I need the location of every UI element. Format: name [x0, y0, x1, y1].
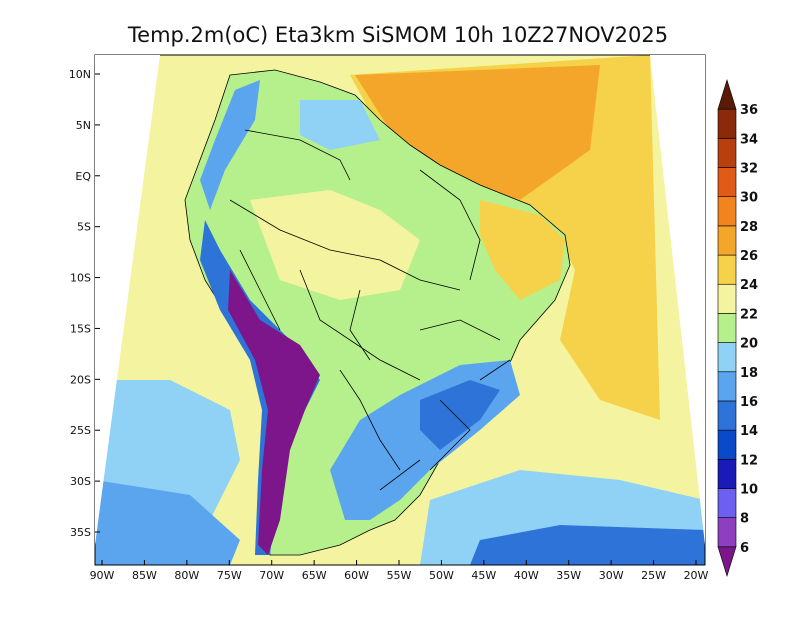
colorbar-arrow-low [717, 546, 737, 578]
y-tick-label: 5S [77, 221, 91, 234]
colorbar-label: 28 [740, 220, 758, 235]
colorbar-label: 6 [740, 541, 749, 556]
field-cold-south-atl [470, 525, 705, 565]
colorbar-swatch [717, 283, 737, 314]
y-tick-label: 25S [70, 424, 91, 437]
y-tick-label: 10S [70, 272, 91, 285]
colorbar-label: 14 [740, 424, 758, 439]
colorbar-label: 20 [740, 337, 758, 352]
colorbar-swatch [717, 488, 737, 518]
x-tick-label: 55W [387, 569, 412, 582]
x-tick-label: 25W [641, 569, 666, 582]
x-tick-label: 85W [132, 569, 157, 582]
colorbar-label: 24 [740, 278, 758, 293]
colorbar-swatch [717, 400, 737, 431]
x-tick-label: 40W [514, 569, 539, 582]
x-axis-ticks: 90W 85W 80W 75W 70W 65W 60W 55W 50W 45W 40W 35W 30W 2… [90, 560, 709, 582]
y-tick-label: 10N [69, 68, 91, 81]
colorbar-swatch [717, 517, 737, 548]
x-tick-label: 70W [259, 569, 284, 582]
y-axis-ticks: 10N 5N EQ 5S 10S 15S 20S 25S 30S 35S [69, 68, 100, 539]
colorbar: 6 8 10 12 14 16 18 20 22 24 26 28 30 32 34 36 [717, 78, 758, 578]
y-tick-label: 5N [76, 119, 91, 132]
colorbar-swatch [717, 313, 737, 343]
field-hot-atlantic [355, 65, 600, 200]
colorbar-swatch [717, 429, 737, 460]
colorbar-arrow-high [717, 78, 737, 110]
field-guiana [300, 100, 380, 150]
y-tick-label: 15S [70, 322, 91, 335]
y-tick-label: 35S [70, 526, 91, 539]
y-tick-label: EQ [75, 170, 91, 183]
colorbar-swatch [717, 138, 737, 168]
colorbar-label: 16 [740, 395, 758, 410]
field-altiplano [228, 270, 320, 555]
colorbar-swatch [717, 342, 737, 373]
field-andes-north [200, 80, 260, 210]
colorbar-swatch [717, 167, 737, 198]
x-tick-label: 50W [429, 569, 454, 582]
x-tick-label: 30W [599, 569, 624, 582]
colorbar-swatch [717, 196, 737, 227]
colorbar-label: 30 [740, 191, 758, 206]
colorbar-label: 10 [740, 482, 758, 497]
x-tick-label: 65W [302, 569, 327, 582]
colorbar-swatch [717, 254, 737, 285]
field-ne-brazil [480, 200, 565, 300]
y-tick-label: 30S [70, 475, 91, 488]
field-cold-south [95, 480, 240, 565]
field-central-warm [250, 190, 420, 300]
x-tick-label: 80W [174, 569, 199, 582]
x-tick-label: 90W [90, 569, 115, 582]
x-tick-label: 75W [217, 569, 242, 582]
x-tick-label: 60W [344, 569, 369, 582]
colorbar-swatch [717, 458, 737, 489]
y-tick-label: 20S [70, 373, 91, 386]
colorbar-label: 12 [740, 453, 758, 468]
colorbar-label: 36 [740, 103, 758, 118]
chart-title: Temp.2m(oC) Eta3km SiSMOM 10h 10Z27NOV20… [127, 23, 668, 47]
map-plot-area [95, 55, 705, 565]
projection-mask-right [650, 55, 705, 545]
country-borders [229, 129, 511, 491]
colorbar-label: 34 [740, 132, 758, 147]
colorbar-label: 26 [740, 249, 758, 264]
colorbar-swatch [717, 371, 737, 402]
colorbar-swatch [717, 225, 737, 256]
x-tick-label: 20W [684, 569, 709, 582]
colorbar-label: 8 [740, 512, 749, 527]
x-tick-label: 35W [556, 569, 581, 582]
colorbar-label: 32 [740, 162, 758, 177]
colorbar-label: 22 [740, 307, 758, 322]
field-se-brazil-cold [420, 380, 500, 450]
colorbar-label: 18 [740, 366, 758, 381]
x-tick-label: 45W [471, 569, 496, 582]
projection-mask-left [95, 55, 160, 545]
colorbar-swatch [717, 108, 737, 139]
